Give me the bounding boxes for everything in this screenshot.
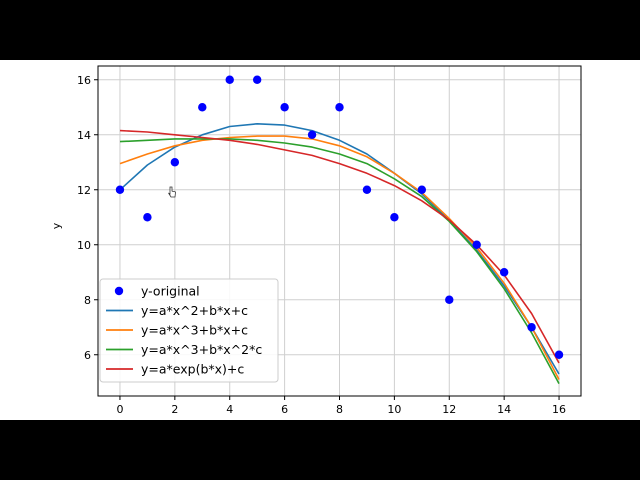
data-point	[335, 103, 344, 112]
data-point	[362, 185, 372, 194]
y-axis-label: y	[50, 222, 63, 229]
figure-frame: 0 2 4 6 8 10 12 14 16 6 8 10 12 14 16 y x y-original y=…	[0, 60, 640, 420]
series-lines	[119, 122, 560, 384]
legend-label: y=a*exp(b*x)+c	[141, 362, 244, 377]
x-tick-label: 8	[336, 403, 343, 416]
data-point	[225, 75, 234, 84]
grid-lines	[98, 66, 581, 396]
y-tick-label: 14	[77, 129, 91, 142]
x-tick-label: 16	[552, 403, 566, 416]
x-axis-label: x	[336, 416, 343, 420]
axis-ticks: 0 2 4 6 8 10 12 14 16 6 8 10 12 14 16	[77, 74, 566, 416]
data-point	[143, 213, 152, 222]
x-tick-label: 10	[387, 403, 401, 416]
data-point	[390, 213, 399, 222]
x-tick-label: 14	[497, 403, 511, 416]
legend-label: y=a*x^3+b*x^2*c	[141, 342, 262, 357]
data-point	[307, 130, 317, 139]
y-tick-label: 10	[77, 239, 91, 252]
legend-box	[99, 278, 279, 383]
data-point	[280, 103, 289, 112]
x-tick-label: 2	[171, 403, 178, 416]
fit-line-2	[119, 135, 560, 380]
y-tick-label: 16	[77, 74, 91, 87]
y-tick-label: 6	[84, 349, 91, 362]
data-point	[170, 158, 180, 167]
legend-marker	[114, 286, 124, 296]
y-tick-label: 12	[77, 184, 91, 197]
data-point	[499, 268, 509, 277]
mouse-pointer-icon	[168, 186, 176, 198]
x-tick-label: 12	[442, 403, 456, 416]
data-point	[252, 75, 262, 84]
data-point	[527, 323, 536, 332]
x-tick-label: 0	[116, 403, 123, 416]
data-point	[445, 295, 454, 304]
legend-label: y-original	[141, 284, 200, 299]
legend: y-original y=a*x^2+b*x+c y=a*x^3+b*x+c y=a*…	[99, 278, 279, 383]
data-point	[417, 185, 427, 194]
data-point	[472, 240, 481, 249]
line-chart: 0 2 4 6 8 10 12 14 16 6 8 10 12 14 16 y x y-original y=…	[50, 65, 582, 420]
x-tick-label: 6	[281, 403, 288, 416]
data-point	[198, 103, 207, 112]
y-tick-label: 8	[84, 294, 91, 307]
legend-label: y=a*x^3+b*x+c	[141, 323, 248, 338]
fit-line-4	[119, 129, 560, 364]
x-tick-label: 4	[226, 403, 233, 416]
data-point	[554, 350, 564, 359]
legend-label: y=a*x^2+b*x+c	[141, 303, 248, 318]
data-points	[115, 75, 564, 359]
data-point	[115, 185, 125, 194]
fit-line-3	[119, 138, 560, 384]
